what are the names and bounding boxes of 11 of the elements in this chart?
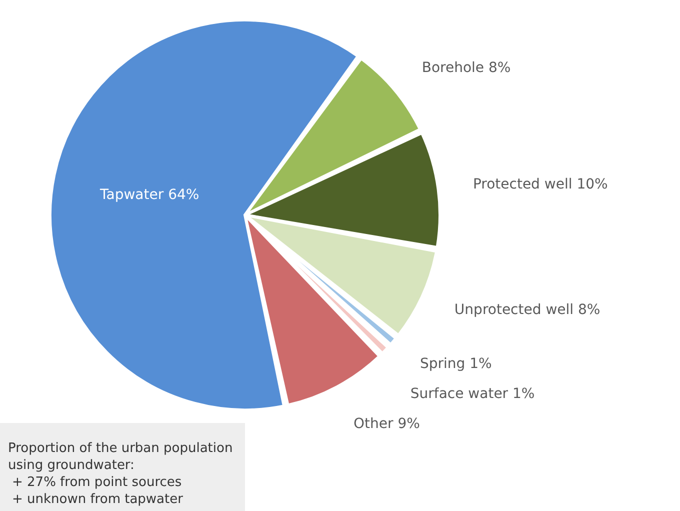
text: using groundwater: [8,458,134,473]
slice-label: Protected well 10% [472,176,608,192]
slice-label: Unprotected well 8% [454,302,600,318]
text: Proportion of the urban population [8,441,233,456]
slice-label: Surface water 1% [410,386,535,402]
slice-label: Other 9% [354,416,420,432]
text: + unknown from tapwater [12,492,184,507]
slice-label: Borehole 8% [422,60,511,76]
slice-label: Spring 1% [420,356,492,372]
text: + 27% from point sources [12,475,182,490]
slice-label: Tapwater 64% [99,186,200,203]
